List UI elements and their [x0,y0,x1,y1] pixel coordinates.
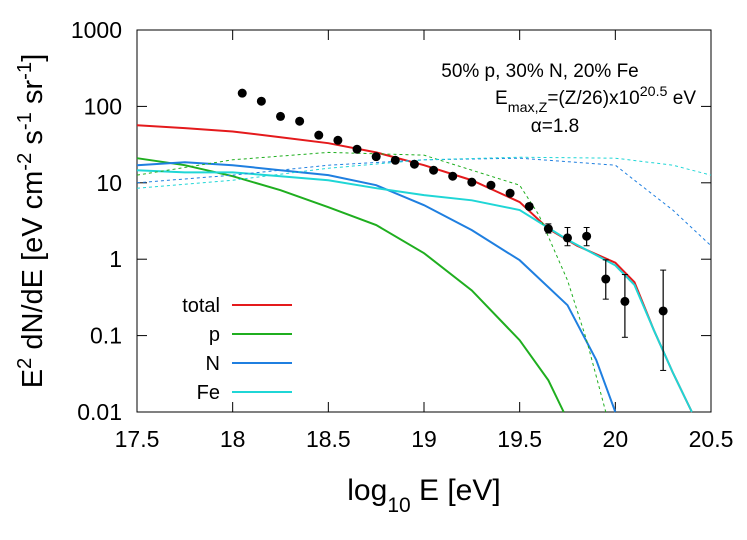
x-tick-label: 20.5 [689,426,734,452]
model-line [136,157,565,413]
data-point [582,231,592,241]
data-point [237,88,247,98]
data-point [333,135,343,145]
y-axis-label-part: E [17,369,49,388]
x-tick-label: 17.5 [115,426,160,452]
data-point [390,155,400,165]
data-point [543,224,553,234]
legend-label: N [206,353,220,375]
x-axis-label: log10 E [eV] [347,474,500,517]
data-point [620,296,630,306]
y-tick-label: 1 [109,246,122,272]
y-tick-label: 0.01 [77,399,122,425]
data-point [409,159,419,169]
model-line-dashed [136,151,607,413]
y-axis-label-part: ] [17,54,49,62]
data-point [658,306,668,316]
data-point [295,116,305,126]
x-tick-label: 18.5 [306,426,351,452]
legend-label: p [209,324,220,346]
model-line [136,161,617,413]
data-point [371,152,381,162]
legend-label: Fe [197,382,220,404]
data-point [601,274,611,284]
data-point [486,180,496,190]
y-axis-label-part: -1 [14,112,36,130]
y-tick-label: 100 [84,93,122,119]
y-axis-label-part: s [17,130,49,153]
data-point [352,144,362,154]
model-line [136,169,693,413]
annotation-part: =(Z/26)x10 [547,88,639,109]
annotation: 50% p, 30% N, 20% Fe [441,61,639,82]
annotation-part: max,Z [508,100,548,116]
x-tick-label: 19 [411,426,437,452]
y-tick-label: 0.1 [90,323,122,349]
x-tick-label: 18 [220,426,246,452]
y-axis-label-part: -1 [14,62,36,80]
y-axis-label-part: -2 [14,153,36,171]
annotations: 50% p, 30% N, 20% FeEmax,Z=(Z/26)x1020.5… [441,61,696,137]
annotation: α=1.8 [531,116,580,137]
x-tick-label: 19.5 [497,426,542,452]
data-point [314,130,324,140]
data-point [429,165,439,175]
x-tick-label: 20 [603,426,629,452]
y-axis-label-part: sr [17,79,49,112]
annotation-part: 20.5 [640,84,668,100]
annotation-part: E [495,88,508,109]
data-point [524,201,534,211]
y-axis-label-part: dN/dE [eV cm [17,171,49,358]
model-line-dashed [136,157,712,247]
annotation: Emax,Z=(Z/26)x1020.5 eV [495,84,696,116]
data-point [505,188,515,198]
model-line-dashed [136,156,712,189]
y-axis-label: E2 dN/dE [eV cm-2 s-1 sr-1] [14,54,49,389]
data-point [276,111,285,121]
x-axis-label-part: 10 [387,494,410,517]
data-point [448,171,458,181]
data-point [467,177,477,187]
legend-label: total [182,295,220,317]
y-tick-label: 1000 [71,17,122,43]
x-axis-label-part: E [eV] [411,474,501,507]
data-point [563,233,572,243]
y-axis-label-part: 2 [14,358,36,369]
data-point [256,96,266,106]
x-axis-label-part: log [347,474,387,507]
annotation-part: eV [667,88,696,109]
y-tick-label: 10 [96,170,122,196]
